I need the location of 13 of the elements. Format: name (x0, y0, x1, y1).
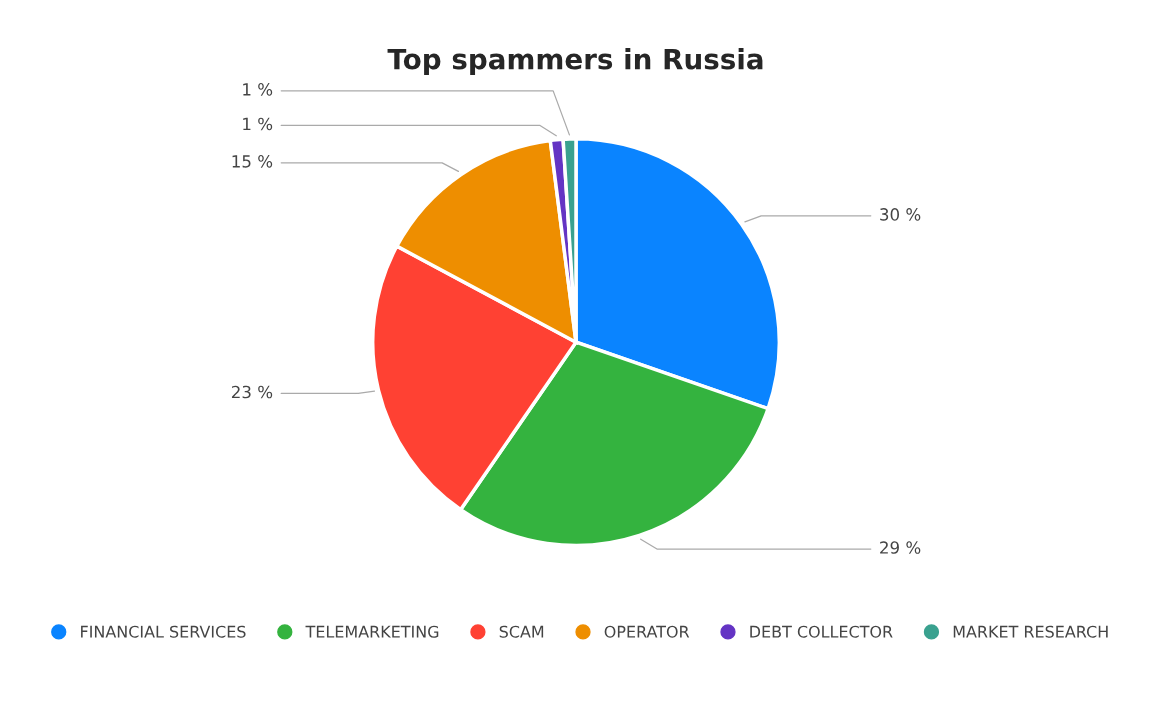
legend-label: DEBT COLLECTOR (750, 625, 893, 638)
legend-label: SCAM (499, 625, 544, 638)
data-label: 1 % (243, 83, 273, 96)
data-label: 29 % (880, 541, 921, 554)
legend-label: OPERATOR (604, 625, 690, 638)
data-label: 15 % (232, 155, 273, 168)
legend-label: FINANCIAL SERVICES (81, 625, 246, 638)
data-label: 23 % (231, 385, 273, 399)
legend-label: TELEMARKETING (305, 625, 439, 638)
data-label: 1 % (243, 117, 273, 131)
legend-label: MARKET RESEARCH (953, 625, 1108, 638)
chart-title: Top spammers in Russia (387, 48, 763, 75)
data-label: 30 % (880, 208, 921, 221)
